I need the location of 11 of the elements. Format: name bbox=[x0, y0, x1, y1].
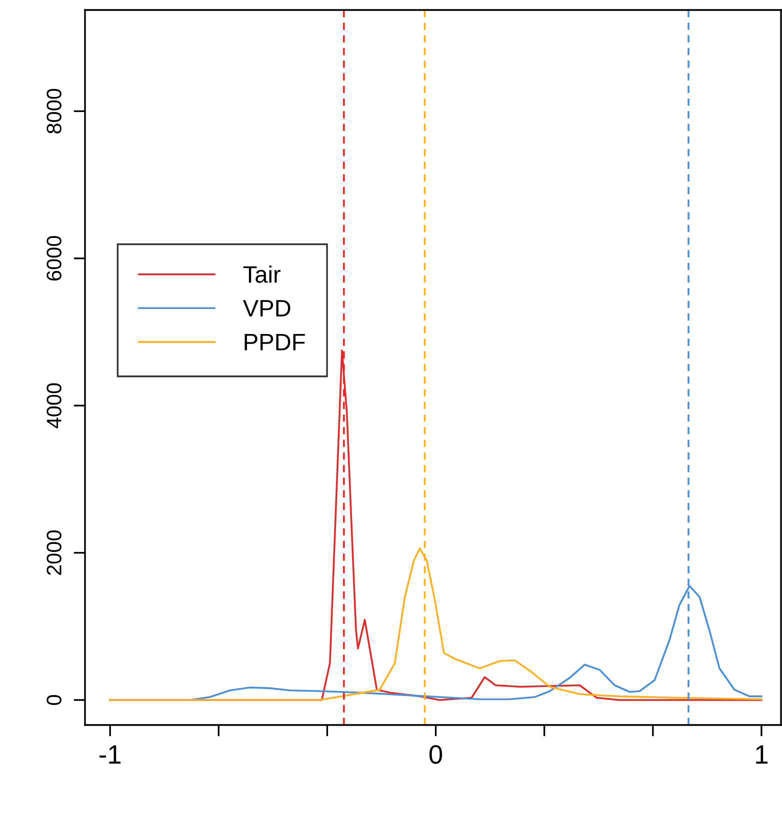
x-tick-label: 1 bbox=[756, 745, 768, 764]
y-tick-label: 2000 bbox=[46, 530, 62, 575]
y-tick-label: 0 bbox=[46, 695, 62, 705]
legend-label: PPDF bbox=[244, 334, 305, 350]
y-tick-label: 4000 bbox=[46, 383, 62, 428]
y-tick-label: 6000 bbox=[46, 236, 62, 281]
legend-label: VPD bbox=[242, 300, 290, 316]
legend-label: Tair bbox=[243, 265, 280, 283]
x-tick-label: -1 bbox=[100, 745, 121, 764]
y-tick-label: 8000 bbox=[46, 88, 62, 134]
x-tick-label: 0 bbox=[429, 745, 442, 764]
